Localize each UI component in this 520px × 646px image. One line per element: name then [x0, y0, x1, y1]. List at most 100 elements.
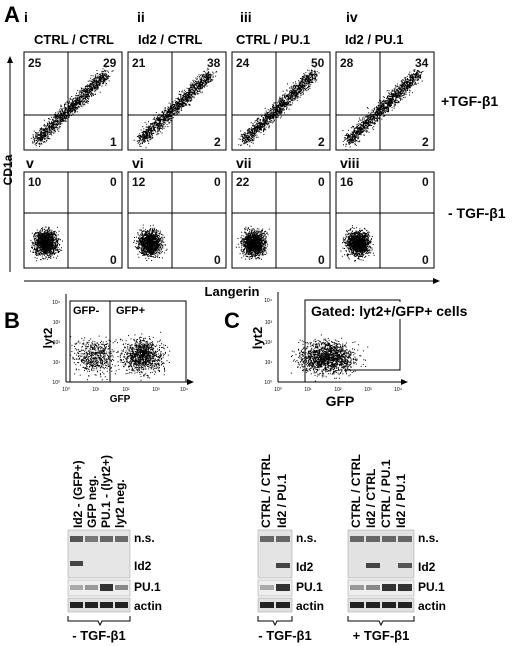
y-tick-label: 10⁰	[52, 380, 60, 386]
band	[350, 536, 364, 542]
band	[366, 602, 380, 608]
quadrant-lr-value: 0	[110, 253, 117, 267]
quadrant-lr-value: 2	[422, 135, 429, 149]
scatter-points	[342, 69, 424, 150]
scatter-points	[235, 225, 270, 260]
plot-iv-title: Id2 / PU.1	[345, 32, 404, 47]
plot-vii: 22 0 0	[231, 171, 331, 269]
x-axis-label: GFP	[110, 394, 131, 405]
band	[260, 536, 274, 542]
plot-iv: 28 34 2	[335, 51, 435, 151]
quadrant-ur-value: 34	[415, 56, 429, 70]
lane-label: lyt2 neg.	[113, 479, 127, 528]
gate-label-bg	[114, 303, 158, 316]
scatter-cloud	[342, 69, 424, 150]
lane-label: GFP neg.	[85, 476, 99, 528]
band	[382, 584, 396, 591]
x-tick-label: 10¹	[304, 387, 312, 393]
band	[70, 602, 83, 608]
band	[276, 602, 290, 608]
gate-label: Gated: lyt2+/GFP+ cells	[311, 303, 468, 319]
band-label: actin	[296, 599, 324, 613]
quadrant-lr-value: 0	[318, 253, 325, 267]
band	[398, 536, 412, 542]
gate-label-bg	[307, 302, 503, 319]
lane-label: Id2 / CTRL	[364, 469, 378, 528]
plot-c-flow: Gated: lyt2+/GFP+ cells 10⁰ 10¹ 10² 10³ …	[250, 292, 503, 409]
band-label: n.s.	[296, 531, 317, 545]
quadrant-lr-value: 1	[110, 135, 117, 149]
scatter-points	[30, 226, 63, 262]
band	[115, 602, 128, 608]
band	[398, 602, 412, 608]
band	[276, 563, 290, 568]
x-axis-label: GFP	[326, 393, 355, 409]
plot-i-numeral: i	[24, 9, 28, 25]
band	[366, 563, 380, 568]
x-tick-label: 10³	[152, 387, 160, 393]
panel-a-letter: A	[4, 2, 20, 27]
band	[276, 584, 290, 591]
condition-bracket	[347, 616, 415, 627]
band	[260, 602, 274, 608]
quadrant-ul-value: 25	[28, 56, 42, 70]
plot-i: 25 29 1	[23, 51, 123, 151]
band	[100, 584, 113, 591]
plot-v-numeral: v	[26, 155, 34, 171]
y-tick-label: 10²	[53, 340, 61, 346]
blot-strip-actin	[67, 597, 131, 613]
quadrant-ul-value: 22	[236, 175, 250, 189]
band	[115, 536, 128, 542]
y-tick-label: 10³	[265, 320, 273, 326]
band	[70, 561, 83, 566]
y-tick-label: 10²	[265, 340, 273, 346]
x-axis-label: Langerin	[205, 284, 260, 299]
condition-bracket	[67, 616, 131, 627]
band	[85, 536, 98, 542]
plot-ii-numeral: ii	[137, 9, 145, 25]
band	[85, 585, 98, 590]
scatter-cloud	[31, 66, 114, 147]
x-tick-label: 10⁰	[274, 387, 282, 393]
y-tick-label: 10⁰	[264, 380, 272, 386]
scatter-points	[31, 66, 114, 147]
blot-c-left: CTRL / CTRL Id2 / PU.1 n.s. Id2 PU.1 act…	[257, 454, 324, 643]
quadrant-ul-value: 12	[132, 175, 146, 189]
scatter-points	[290, 334, 369, 382]
plot-ii: 21 38 2	[127, 51, 227, 151]
scatter-cloud	[235, 225, 270, 260]
band	[382, 602, 396, 608]
quadrant-ul-value: 24	[236, 56, 250, 70]
plot-iii: 24 50 2	[231, 51, 331, 151]
plot-vi-numeral: vi	[132, 155, 144, 171]
row-label-plus-tgf: +TGF-β1	[441, 93, 498, 109]
plot-i-title: CTRL / CTRL	[34, 32, 114, 47]
plot-v: 10 0 0	[23, 171, 123, 269]
band	[398, 563, 412, 568]
quadrant-ul-value: 10	[28, 175, 42, 189]
blot-strip-pu1	[67, 579, 131, 597]
band-label: Id2	[134, 559, 152, 573]
scatter-points	[340, 225, 375, 262]
quadrant-lr-value: 0	[214, 253, 221, 267]
band	[70, 536, 83, 542]
x-arrowhead-icon	[401, 379, 408, 385]
quadrant-lr-value: 0	[422, 253, 429, 267]
plot-iii-title: CTRL / PU.1	[236, 32, 310, 47]
x-tick-label: 10⁴	[394, 387, 402, 393]
scatter-cloud	[133, 67, 218, 149]
x-tick-label: 10²	[334, 387, 342, 393]
band-label: actin	[134, 599, 162, 613]
band	[115, 585, 128, 590]
y-tick-label: 10¹	[265, 360, 273, 366]
band	[382, 536, 396, 542]
band	[350, 602, 364, 608]
lane-label: CTRL / PU.1	[379, 459, 393, 528]
plot-viii: 16 0 0	[335, 171, 435, 269]
x-tick-label: 10²	[122, 387, 130, 393]
scatter-points	[133, 224, 168, 261]
band-label: PU.1	[296, 580, 323, 594]
band	[366, 536, 380, 542]
lane-label: Id2 / PU.1	[394, 474, 408, 528]
